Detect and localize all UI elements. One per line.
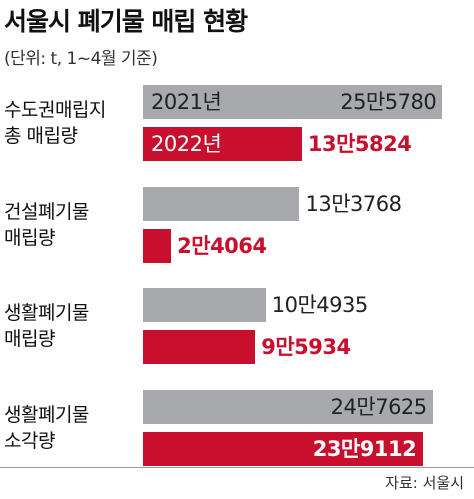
chart-title: 서울시 폐기물 매립 현황 xyxy=(4,7,248,36)
value-label: 23만9112 xyxy=(312,436,417,461)
chart-subtitle: (단위: t, 1~4월 기준) xyxy=(4,49,158,69)
legend-label: 2021년 xyxy=(151,90,222,114)
category-label: 수도권매립지 총 매립량 xyxy=(4,99,106,147)
legend-label: 2022년 xyxy=(151,132,222,156)
bar xyxy=(143,186,300,221)
value-label: 24만7625 xyxy=(330,394,428,419)
category-label: 생활폐기물 소각량 xyxy=(4,403,89,452)
bar xyxy=(143,127,302,161)
bar xyxy=(143,330,256,364)
value-label: 13만5824 xyxy=(307,132,412,156)
bar xyxy=(143,288,266,322)
category-label: 건설폐기물 매립량 xyxy=(4,200,89,249)
divider xyxy=(0,467,474,468)
value-label: 2만4064 xyxy=(177,233,267,258)
value-label: 9만5934 xyxy=(261,335,351,359)
value-label: 10만4935 xyxy=(271,293,369,317)
value-label: 25만5780 xyxy=(340,90,437,114)
bar xyxy=(143,85,443,119)
source: 자료: 서울시 xyxy=(385,474,464,492)
bar xyxy=(143,228,172,263)
category-label: 생활폐기물 매립량 xyxy=(4,302,89,350)
bar xyxy=(143,431,423,466)
value-label: 13만3768 xyxy=(305,191,402,216)
bar xyxy=(143,389,433,424)
